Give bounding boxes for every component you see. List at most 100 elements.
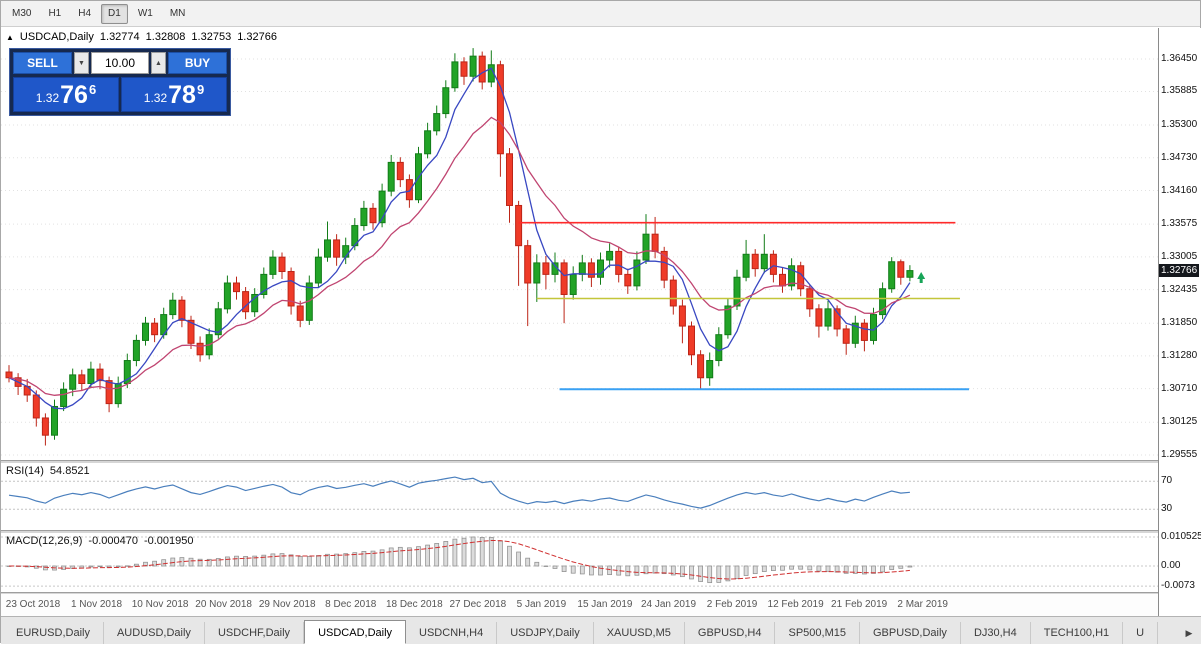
date-axis-label: 21 Feb 2019 bbox=[831, 599, 888, 610]
chart-tab-sp500-m15[interactable]: SP500,M15 bbox=[775, 622, 860, 644]
chart-tab-u[interactable]: U bbox=[1123, 622, 1159, 644]
sell-price-pips: 76 bbox=[60, 81, 88, 109]
macd-title: MACD(12,26,9) bbox=[6, 535, 83, 547]
timeframe-button-m30[interactable]: M30 bbox=[12, 8, 32, 19]
date-axis-label: 1 Nov 2018 bbox=[70, 599, 123, 610]
timeframe-button-h1[interactable]: H1 bbox=[48, 8, 62, 19]
price-marker-arrow-icon bbox=[917, 271, 926, 283]
macd-header: MACD(12,26,9) -0.000470 -0.001950 bbox=[6, 535, 194, 547]
rsi-chart-svg[interactable] bbox=[1, 463, 1158, 530]
chevron-down-icon: ▼ bbox=[78, 59, 85, 67]
date-axis-label: 15 Jan 2019 bbox=[577, 599, 633, 610]
volume-input[interactable] bbox=[91, 52, 149, 74]
rsi-header: RSI(14) 54.8521 bbox=[6, 465, 90, 477]
rsi-macd-splitter[interactable] bbox=[1, 530, 1201, 533]
price-axis-label: 1.34160 bbox=[1161, 184, 1198, 196]
buy-price-pips: 78 bbox=[168, 81, 196, 109]
date-axis[interactable]: 23 Oct 2018 1 Nov 2018 10 Nov 2018 20 Nov 2… bbox=[1, 594, 1158, 616]
buy-price-display[interactable]: 1.32 78 9 bbox=[121, 77, 227, 112]
quote-close: 1.32766 bbox=[237, 31, 277, 43]
chart-tab-usdcnh-h4[interactable]: USDCNH,H4 bbox=[406, 622, 498, 644]
timeframe-toolbar: M30 H1 H4 D1 W1 MN bbox=[1, 1, 1200, 27]
chart-tab-audusd-daily[interactable]: AUDUSD,Daily bbox=[104, 622, 205, 644]
chart-tab-usdjpy-daily[interactable]: USDJPY,Daily bbox=[497, 622, 594, 644]
volume-decrease-button[interactable]: ▼ bbox=[74, 52, 89, 74]
price-axis-label: 1.30125 bbox=[1161, 416, 1198, 428]
date-axis-label: 24 Jan 2019 bbox=[640, 599, 697, 610]
rsi-value: 54.8521 bbox=[49, 465, 90, 477]
rsi-line bbox=[8, 476, 910, 509]
axis-separator bbox=[1158, 28, 1159, 616]
price-axis-label: 1.33575 bbox=[1161, 218, 1198, 230]
date-axis-label: 12 Feb 2019 bbox=[767, 599, 824, 610]
date-axis-label: 2 Feb 2019 bbox=[706, 599, 758, 610]
slow-ma-line bbox=[8, 116, 911, 396]
fast-ma-line bbox=[8, 67, 911, 410]
sell-button[interactable]: SELL bbox=[13, 52, 72, 74]
quote-header: ▲ USDCAD,Daily 1.32774 1.32808 1.32753 1… bbox=[6, 31, 277, 43]
chart-rsi-splitter[interactable] bbox=[1, 460, 1201, 463]
buy-price-prefix: 1.32 bbox=[143, 91, 168, 105]
chart-shift-icon: ▲ bbox=[6, 32, 14, 42]
price-axis-label: 1.32435 bbox=[1161, 283, 1198, 295]
macd-chart-svg[interactable] bbox=[1, 533, 1158, 592]
date-axis-label: 20 Nov 2018 bbox=[195, 599, 252, 610]
date-axis-label: 10 Nov 2018 bbox=[131, 599, 189, 610]
macd-signal-value: -0.001950 bbox=[143, 535, 194, 547]
price-axis-label: 1.34730 bbox=[1161, 151, 1198, 163]
timeframe-button-mn[interactable]: MN bbox=[169, 8, 186, 19]
date-axis-label: 23 Oct 2018 bbox=[5, 599, 61, 610]
chart-tab-usdcad-daily[interactable]: USDCAD,Daily bbox=[304, 620, 407, 644]
price-axis-label: 1.31850 bbox=[1161, 317, 1198, 329]
quote-symbol: USDCAD,Daily bbox=[19, 31, 94, 43]
date-axis-label: 2 Mar 2019 bbox=[897, 599, 948, 610]
macd-panel[interactable]: MACD(12,26,9) -0.000470 -0.001950 bbox=[1, 533, 1158, 592]
candlestick-chart-svg[interactable] bbox=[1, 28, 1158, 460]
chart-tab-eurusd-daily[interactable]: EURUSD,Daily bbox=[3, 622, 104, 644]
chevron-up-icon: ▲ bbox=[155, 59, 162, 67]
chart-tab-tech100-h1[interactable]: TECH100,H1 bbox=[1031, 622, 1124, 644]
price-axis-label: 1.33005 bbox=[1161, 250, 1198, 262]
chart-tab-dj30-h4[interactable]: DJ30,H4 bbox=[961, 622, 1031, 644]
rsi-panel[interactable]: RSI(14) 54.8521 bbox=[1, 463, 1158, 530]
chart-tab-usdchf-daily[interactable]: USDCHF,Daily bbox=[205, 622, 305, 644]
one-click-trading-widget: SELL ▼ ▲ BUY 1.32 76 6 1.32 78 9 bbox=[9, 48, 231, 116]
rsi-level-label: 30 bbox=[1161, 503, 1173, 515]
sell-price-display[interactable]: 1.32 76 6 bbox=[13, 77, 119, 112]
price-axis-label: 1.36450 bbox=[1161, 53, 1198, 64]
buy-price-point: 9 bbox=[196, 82, 205, 97]
main-chart-panel[interactable]: ▲ USDCAD,Daily 1.32774 1.32808 1.32753 1… bbox=[1, 28, 1158, 460]
chart-tab-gbpusd-daily[interactable]: GBPUSD,Daily bbox=[860, 622, 961, 644]
price-axis-label: 1.35300 bbox=[1161, 119, 1198, 131]
date-axis-label: 8 Dec 2018 bbox=[325, 599, 377, 610]
price-axis-label: 1.29555 bbox=[1161, 449, 1198, 460]
sell-price-prefix: 1.32 bbox=[35, 91, 60, 105]
tab-scroll-right-icon[interactable]: ▶ bbox=[1185, 627, 1193, 638]
date-axis-label: 18 Dec 2018 bbox=[385, 599, 443, 610]
macd-level-label: 0.010525 bbox=[1161, 531, 1201, 543]
rsi-title: RSI(14) bbox=[6, 465, 44, 477]
price-axis-label: 1.35885 bbox=[1161, 85, 1198, 97]
quote-high: 1.32808 bbox=[145, 31, 186, 43]
timeframe-button-d1[interactable]: D1 bbox=[101, 3, 128, 24]
timeframe-button-w1[interactable]: W1 bbox=[137, 8, 153, 19]
date-axis-label: 27 Dec 2018 bbox=[449, 599, 507, 610]
chart-tab-bar: EURUSD,Daily AUDUSD,Daily USDCHF,Daily USDC… bbox=[1, 616, 1201, 644]
quote-low: 1.32753 bbox=[191, 31, 232, 43]
buy-button[interactable]: BUY bbox=[168, 52, 227, 74]
chart-tab-gbpusd-h4[interactable]: GBPUSD,H4 bbox=[685, 622, 776, 644]
macd-dates-splitter bbox=[1, 592, 1201, 594]
price-axis-label: 1.30710 bbox=[1161, 382, 1198, 394]
date-axis-label: 29 Nov 2018 bbox=[258, 599, 316, 610]
macd-level-label: -0.0073 bbox=[1161, 580, 1195, 592]
current-price-badge: 1.32766 bbox=[1159, 263, 1200, 277]
macd-level-label: 0.00 bbox=[1161, 560, 1181, 571]
sell-price-point: 6 bbox=[88, 82, 97, 97]
macd-value: -0.000470 bbox=[88, 535, 138, 547]
timeframe-button-h4[interactable]: H4 bbox=[78, 8, 92, 19]
volume-increase-button[interactable]: ▲ bbox=[151, 52, 166, 74]
quote-open: 1.32774 bbox=[99, 31, 140, 43]
chart-tab-xauusd-m5[interactable]: XAUUSD,M5 bbox=[594, 622, 685, 644]
macd-signal-line bbox=[8, 539, 910, 580]
price-axis[interactable]: 1.32766 1.36450 1.35885 1.35300 1.34730 1.34… bbox=[1159, 28, 1201, 616]
